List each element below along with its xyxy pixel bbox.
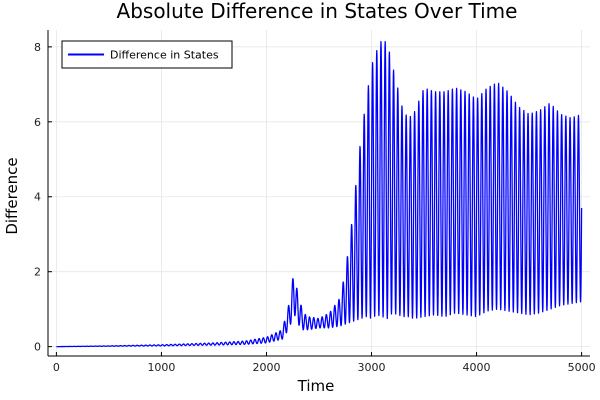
legend: Difference in States xyxy=(61,40,233,69)
y-axis-label: Difference xyxy=(3,157,21,234)
y-tick-label: 8 xyxy=(34,41,41,54)
x-tick-label: 3000 xyxy=(358,361,386,374)
y-tick-label: 6 xyxy=(34,116,41,129)
y-tick-label: 2 xyxy=(34,266,41,279)
y-tick-label: 0 xyxy=(34,341,41,354)
x-tick-label: 2000 xyxy=(252,361,280,374)
x-tick-label: 4000 xyxy=(463,361,491,374)
x-tick-label: 5000 xyxy=(568,361,596,374)
series-layer xyxy=(55,40,583,348)
axes xyxy=(47,30,590,357)
series-line xyxy=(55,40,583,348)
x-tick-label: 1000 xyxy=(147,361,175,374)
y-tick-label: 4 xyxy=(34,191,41,204)
x-axis-label: Time xyxy=(297,377,335,395)
legend-entry: Difference in States xyxy=(110,49,219,62)
x-tick-label: 0 xyxy=(53,361,60,374)
chart-title: Absolute Difference in States Over Time xyxy=(117,0,518,23)
tick-labels: 0 1000 2000 3000 4000 5000 0 2 4 6 8 xyxy=(34,41,596,374)
